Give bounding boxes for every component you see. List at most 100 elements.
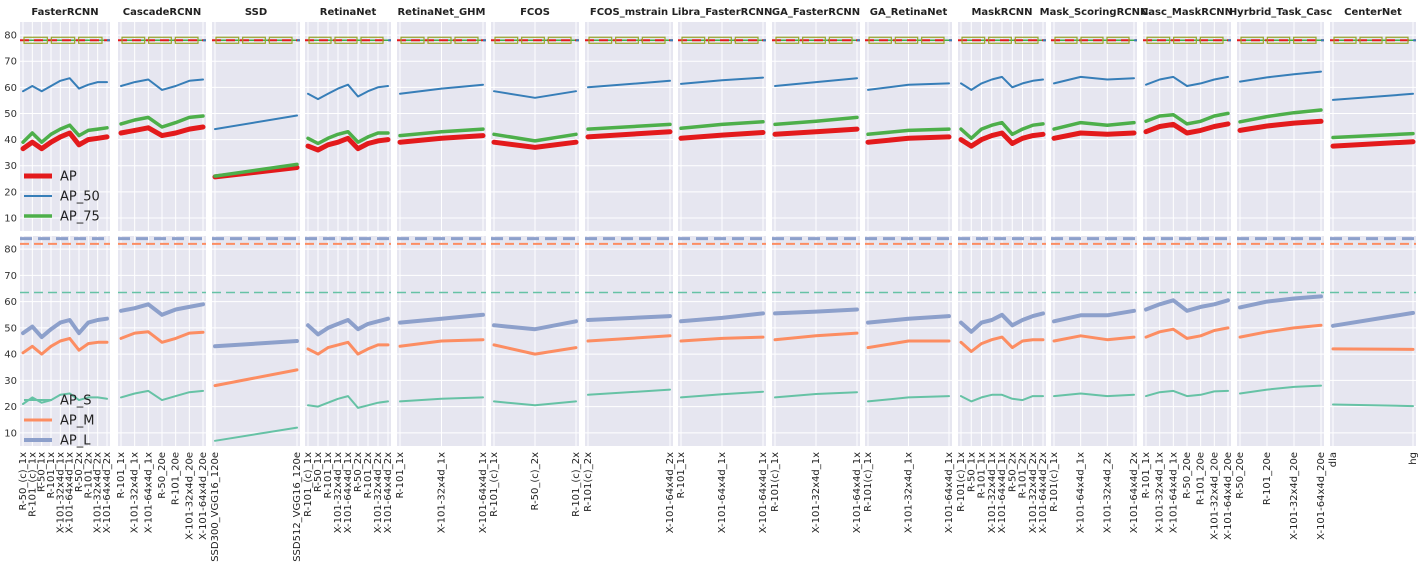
reference-marker bbox=[148, 36, 172, 44]
legend-entry-ap-m: AP_M bbox=[24, 414, 94, 429]
panel-title-fasterrcnn: FasterRCNN bbox=[31, 7, 98, 18]
panel-title-fcos-mstrain: FCOS_mstrain bbox=[590, 7, 668, 18]
reference-marker bbox=[454, 36, 479, 44]
reference-marker bbox=[494, 36, 519, 44]
y-tick-label: 60 bbox=[4, 83, 17, 94]
x-tick-label: R-101_(c)_1x bbox=[489, 452, 500, 517]
x-tick-label: R-101_20e bbox=[1262, 452, 1273, 505]
series-line-ap bbox=[678, 130, 766, 141]
series-line-ap-75 bbox=[959, 120, 1045, 141]
x-tick-label: dla bbox=[1328, 452, 1339, 467]
reference-marker bbox=[121, 36, 146, 44]
panel-hyrbrid-task-casc-top bbox=[1237, 22, 1324, 231]
series-line-ap-m bbox=[21, 336, 109, 356]
x-tick-label: R-101(c)_1x bbox=[956, 452, 967, 512]
x-tick-label: X-101-64x4d_1x bbox=[852, 452, 863, 533]
reference-marker bbox=[1293, 36, 1317, 44]
x-tick-label: X-101-64x4d_1x bbox=[997, 452, 1008, 533]
panel-retinanet-bottom bbox=[305, 236, 391, 446]
reference-marker bbox=[521, 36, 545, 44]
series-line-ap bbox=[772, 126, 860, 137]
reference-marker bbox=[1014, 36, 1039, 44]
x-tick-label: hg bbox=[1408, 452, 1419, 465]
x-tick-label: X-101-32x4d_1x bbox=[130, 452, 141, 533]
panel-ga-fasterrcnn-bottom bbox=[772, 236, 860, 446]
panel-ga-retinanet-top bbox=[865, 22, 952, 231]
reference-marker bbox=[1266, 36, 1291, 44]
plot-background bbox=[1330, 22, 1416, 231]
panel-title-cascadercnn: CascadeRCNN bbox=[123, 7, 201, 18]
x-tick-label: R-101_20e bbox=[1196, 452, 1207, 505]
series-line-ap-50 bbox=[774, 77, 858, 87]
reference-marker bbox=[681, 36, 706, 44]
x-tick-label: R-50_2x bbox=[1007, 452, 1018, 492]
reference-marker bbox=[775, 36, 800, 44]
x-tick-label: R-101_2x bbox=[363, 452, 374, 499]
panel-cascadercnn-top bbox=[118, 22, 206, 231]
series-line-ap bbox=[397, 133, 486, 145]
panel-mask-scoringrcnn-top bbox=[1051, 22, 1137, 231]
series-line-ap-75 bbox=[1331, 131, 1415, 140]
series-line-ap-75 bbox=[586, 122, 672, 131]
legend-label: AP_M bbox=[60, 414, 94, 429]
y-tick-label: 70 bbox=[4, 57, 17, 68]
x-tick-label: R-101_1x bbox=[977, 452, 988, 499]
y-tick-label: 50 bbox=[4, 109, 17, 120]
reference-marker bbox=[708, 36, 732, 44]
series-line-ap-m bbox=[959, 335, 1045, 353]
y-tick-label: 20 bbox=[4, 402, 17, 413]
reference-marker bbox=[427, 36, 452, 44]
series-line-ap-l bbox=[119, 302, 205, 317]
series-line-ap-75 bbox=[398, 127, 485, 138]
x-tick-label: X-101-64x4d_1x bbox=[1168, 452, 1179, 533]
legend-label: AP_S bbox=[60, 394, 91, 409]
reference-marker bbox=[961, 36, 986, 44]
series-line-ap-75 bbox=[679, 120, 765, 131]
series-line-ap-l bbox=[866, 314, 951, 325]
series-line-ap-75 bbox=[1052, 120, 1136, 131]
legend-entry-ap: AP bbox=[24, 170, 77, 185]
panel-maskrcnn-top bbox=[958, 22, 1046, 231]
panel-title-retinanet: RetinaNet bbox=[320, 7, 377, 18]
x-tick-label: R-101(c)_1x bbox=[1049, 452, 1060, 512]
series-line-ap-s bbox=[1145, 389, 1229, 398]
series-line-ap-m bbox=[679, 335, 765, 343]
x-tick-label: X-101-32x4d_2x bbox=[93, 452, 104, 533]
x-tick-label: X-101-32x4d_1x bbox=[333, 452, 344, 533]
series-line-ap bbox=[585, 129, 673, 140]
x-tick-label: X-101-64x4d_1x bbox=[143, 452, 154, 533]
reference-marker bbox=[547, 36, 572, 44]
plot-background bbox=[1330, 236, 1416, 446]
x-tick-label: R-50_(c)_2x bbox=[530, 452, 541, 511]
series-line-ap-l bbox=[959, 311, 1045, 334]
panel-mask-scoringrcnn-bottom bbox=[1051, 236, 1137, 446]
x-tick-label: X-101-32x4d_2x bbox=[1028, 452, 1039, 533]
x-tick-label: R-101(c)_1x bbox=[863, 452, 874, 512]
x-tick-label: R-101(c)_1x bbox=[770, 452, 781, 512]
panel-title-ga-retinanet: GA_RetinaNet bbox=[870, 7, 948, 18]
series-line-ap-s bbox=[493, 400, 577, 407]
series-line-ap-s bbox=[960, 393, 1044, 403]
reference-marker bbox=[400, 36, 425, 44]
reference-marker bbox=[615, 36, 639, 44]
series-line-ap-75 bbox=[306, 129, 390, 146]
x-tick-label: X-101-32x4d_20e bbox=[184, 452, 195, 540]
y-tick-label: 30 bbox=[4, 161, 17, 172]
x-tick-label: X-101-64x4d_2x bbox=[1129, 452, 1140, 533]
reference-marker bbox=[734, 36, 759, 44]
panel-fcos-top bbox=[491, 22, 579, 231]
series-line-ap-50 bbox=[1053, 75, 1135, 85]
reference-marker bbox=[1080, 36, 1104, 44]
panel-fasterrcnn-bottom bbox=[20, 236, 110, 446]
series-line-ap-m bbox=[586, 334, 672, 343]
legend-label: AP_L bbox=[60, 434, 91, 449]
series-line-ap bbox=[1237, 118, 1324, 133]
panel-title-libra-fasterrcnn: Libra_FasterRCNN bbox=[672, 7, 773, 18]
series-line-ap-50 bbox=[680, 76, 764, 85]
series-line-ap-75 bbox=[1144, 111, 1230, 126]
x-tick-label: X-101-64x4d_20e bbox=[1223, 452, 1234, 540]
series-line-ap-l bbox=[1238, 294, 1323, 310]
x-tick-label: R-101_1x bbox=[116, 452, 127, 499]
y-tick-label: 40 bbox=[4, 135, 17, 146]
